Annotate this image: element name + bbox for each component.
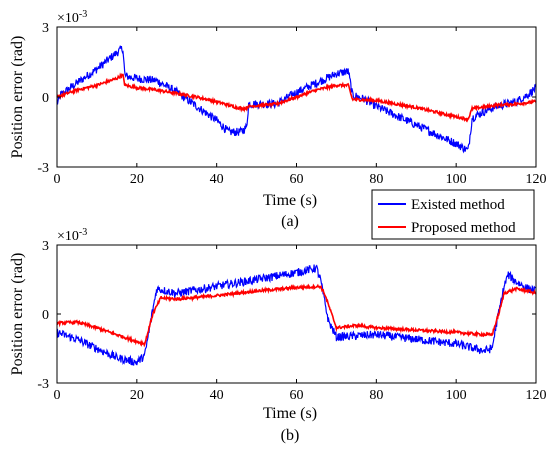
- panel-b: Position error (rad) ×10-3 0 20 40 60 80 100 1…: [9, 227, 547, 445]
- x-tick-label: 60: [290, 388, 304, 403]
- panel-b-plot: 0 20 40 60 80 100 120 -3 0 3: [37, 239, 546, 403]
- x-tick-label: 0: [54, 388, 61, 403]
- panel-a-xlabel: Time (s): [263, 192, 317, 209]
- panel-b-label: (b): [281, 427, 300, 444]
- panel-b-multiplier: ×10-3: [57, 227, 87, 245]
- x-tick-label: 40: [210, 388, 224, 403]
- series-line-proposed: [56, 283, 537, 348]
- y-tick-label: -3: [37, 161, 49, 176]
- series-line-existed: [56, 264, 537, 366]
- y-tick-label: 3: [42, 239, 49, 254]
- x-tick-label: 100: [446, 172, 467, 187]
- x-tick-label: 120: [526, 172, 547, 187]
- panel-a: Position error (rad) ×10-3 0 20 40 60 80 100 1…: [9, 9, 547, 231]
- x-tick-label: 60: [290, 172, 304, 187]
- series-line-proposed: [56, 72, 537, 123]
- x-tick-label: 20: [130, 388, 144, 403]
- y-tick-label: 0: [42, 91, 49, 106]
- x-tick-label: 40: [210, 172, 224, 187]
- panel-b-xlabel: Time (s): [263, 405, 317, 422]
- x-tick-label: 120: [526, 388, 547, 403]
- x-tick-label: 0: [54, 172, 61, 187]
- legend-label-existed: Existed method: [411, 197, 505, 213]
- legend-box: [371, 189, 535, 240]
- panel-b-ylabel: Position error (rad): [9, 253, 26, 376]
- x-tick-label: 100: [446, 388, 467, 403]
- panel-a-ylabel: Position error (rad): [9, 36, 26, 159]
- series-line-existed: [56, 45, 537, 154]
- y-tick-label: 0: [42, 308, 49, 323]
- legend: Existed method Proposed method: [371, 189, 535, 240]
- y-tick-label: -3: [37, 377, 49, 392]
- panel-a-label: (a): [281, 213, 299, 230]
- legend-label-proposed: Proposed method: [411, 220, 516, 236]
- y-tick-label: 3: [42, 21, 49, 36]
- x-tick-label: 80: [369, 172, 383, 187]
- panel-a-plot: 0 20 40 60 80 100 120 -3 0 3: [37, 21, 546, 187]
- x-tick-label: 20: [130, 172, 144, 187]
- x-tick-label: 80: [369, 388, 383, 403]
- panel-a-multiplier: ×10-3: [57, 9, 87, 27]
